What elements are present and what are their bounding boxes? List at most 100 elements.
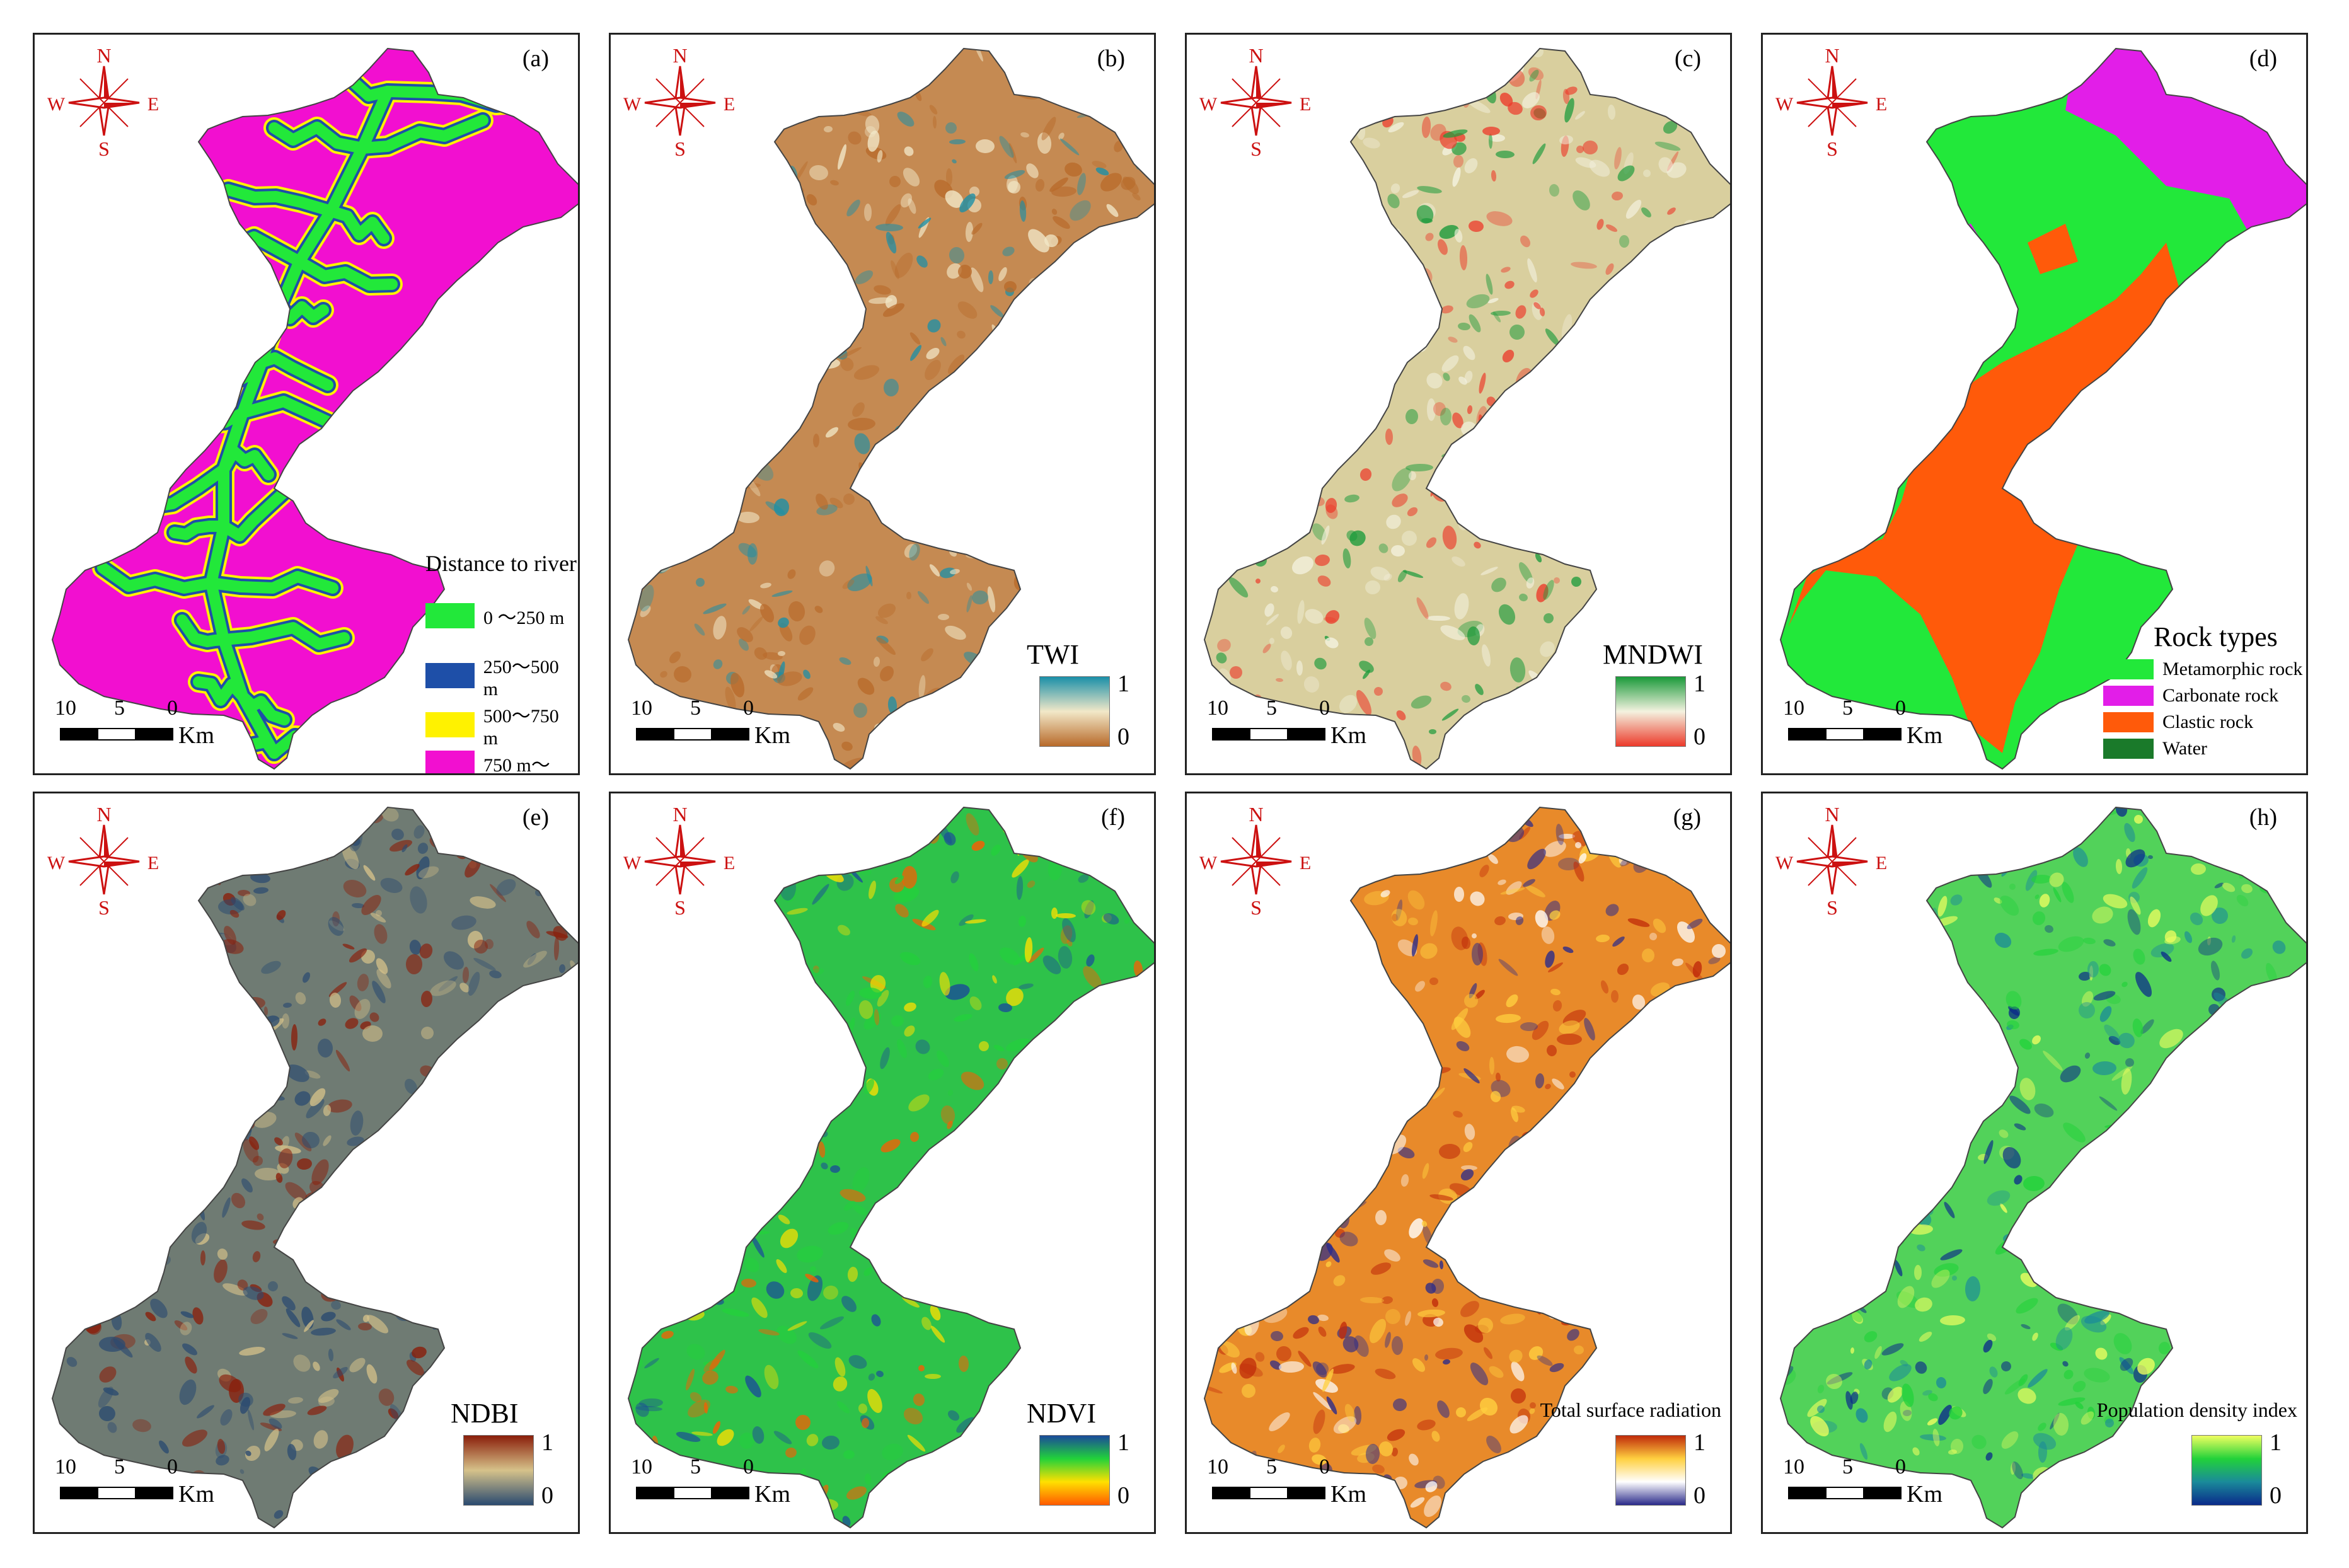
color-ramp-b	[1039, 676, 1110, 747]
scale-line	[1788, 728, 1902, 741]
scale-tick-10: 10	[631, 1455, 652, 1479]
ramp-max-label: 1	[1694, 671, 1705, 697]
panel-label-h: (h)	[2249, 804, 2277, 831]
compass-s: S	[1250, 137, 1262, 159]
legend-title-d: Rock types	[2154, 621, 2278, 652]
legend-item-label: Clastic rock	[2162, 712, 2254, 732]
compass-w: W	[1199, 94, 1218, 115]
ramp-max-label: 1	[1117, 1429, 1129, 1456]
legend-item: 500～750 m	[425, 700, 578, 749]
compass-s: S	[1827, 137, 1838, 159]
compass-e: E	[724, 853, 735, 873]
north-arrow-icon: N S W E	[47, 803, 159, 918]
compass-e: E	[1876, 94, 1887, 115]
north-arrow-icon: N S W E	[1199, 44, 1311, 159]
color-ramp-c	[1615, 676, 1686, 747]
legend-swatch	[2103, 686, 2154, 706]
scale-tick-5: 5	[1266, 696, 1277, 720]
legend-title-c: MNDWI	[1603, 639, 1703, 670]
study-area-map-e	[51, 806, 578, 1529]
scale-ticks: 10 5 0	[55, 1455, 224, 1480]
scale-bar: 10 5 0 Km	[631, 1455, 831, 1512]
scale-tick-0: 0	[743, 1455, 754, 1479]
legend-item: Metamorphic rock	[2103, 659, 2302, 680]
legend-item-label: Water	[2162, 738, 2207, 759]
compass-n: N	[1249, 44, 1263, 67]
legend-swatch	[2103, 712, 2154, 732]
north-arrow-icon: N S W E	[47, 44, 159, 159]
ramp-min-label: 0	[2270, 1482, 2282, 1509]
scale-tick-10: 10	[1207, 696, 1228, 720]
scale-tick-10: 10	[631, 696, 652, 720]
scale-line	[60, 728, 173, 741]
scale-tick-0: 0	[1319, 1455, 1330, 1479]
legend-title-g: Total surface radiation	[1540, 1398, 1721, 1421]
scale-bar: 10 5 0 Km	[55, 696, 255, 753]
ramp-min-label: 0	[541, 1482, 553, 1509]
scale-bar: 10 5 0 Km	[1783, 696, 1983, 753]
scale-tick-5: 5	[690, 1455, 701, 1479]
scale-ticks: 10 5 0	[1783, 1455, 1952, 1480]
scale-ticks: 10 5 0	[55, 696, 224, 722]
north-arrow-icon: N S W E	[1775, 803, 1887, 918]
scale-tick-0: 0	[1319, 696, 1330, 720]
scale-ticks: 10 5 0	[1207, 696, 1376, 722]
scale-ticks: 10 5 0	[1207, 1455, 1376, 1480]
map-panel-b: (b) N S W E 10 5 0 Km TWI 1 0	[609, 33, 1156, 775]
scale-unit: Km	[1907, 722, 1942, 749]
scale-unit: Km	[754, 722, 790, 749]
compass-w: W	[47, 853, 66, 873]
legend-item-label: Carbonate rock	[2162, 685, 2279, 706]
map-panel-g: (g) N S W E 10 5 0 Km Total surface radia…	[1185, 792, 1732, 1534]
ramp-min-label: 0	[1117, 1482, 1129, 1509]
scale-ticks: 10 5 0	[631, 696, 800, 722]
scale-bar: 10 5 0 Km	[1783, 1455, 1983, 1512]
scale-unit: Km	[178, 1481, 214, 1507]
scale-tick-0: 0	[1895, 696, 1906, 720]
legend-item-label: Metamorphic rock	[2162, 659, 2303, 679]
map-panel-d: (d) N S W E 10 5 0 Km Rock types Metamorph…	[1761, 33, 2308, 775]
legend-item: Carbonate rock	[2103, 685, 2278, 706]
legend-item-label: 500～750 m	[483, 706, 559, 749]
legend-item: 750 m～	[425, 749, 550, 775]
compass-n: N	[1825, 803, 1839, 826]
legend-title-b: TWI	[1027, 639, 1080, 670]
scale-ticks: 10 5 0	[631, 1455, 800, 1480]
ramp-max-label: 1	[2270, 1429, 2282, 1456]
scale-unit: Km	[1330, 1481, 1366, 1507]
compass-s: S	[98, 896, 110, 918]
ramp-max-label: 1	[1694, 1429, 1705, 1456]
north-arrow-icon: N S W E	[623, 803, 735, 918]
panel-label-g: (g)	[1673, 804, 1701, 831]
scale-tick-10: 10	[1783, 1455, 1804, 1479]
legend-title-e: NDBI	[451, 1398, 519, 1429]
legend-item: 250～500 m	[425, 651, 578, 700]
scale-line	[1212, 1487, 1325, 1499]
legend-title-h: Population density index	[2096, 1398, 2297, 1421]
panel-label-d: (d)	[2249, 45, 2277, 72]
study-area-map-a	[51, 47, 578, 770]
scale-tick-5: 5	[114, 1455, 125, 1479]
scale-tick-5: 5	[1842, 696, 1853, 720]
legend-swatch	[425, 751, 475, 773]
map-panel-e: (e) N S W E 10 5 0 Km NDBI 1 0	[33, 792, 580, 1534]
color-ramp-e	[463, 1435, 534, 1506]
scale-line	[60, 1487, 173, 1499]
legend-item-label: 750 m～	[483, 755, 550, 775]
compass-e: E	[1876, 853, 1887, 873]
color-ramp-h	[2191, 1435, 2262, 1506]
scale-tick-0: 0	[167, 1455, 178, 1479]
compass-n: N	[96, 44, 111, 67]
compass-n: N	[672, 44, 687, 67]
legend-item-label: 250～500 m	[483, 657, 559, 700]
scale-bar: 10 5 0 Km	[1207, 696, 1407, 753]
legend-title-f: NDVI	[1027, 1398, 1096, 1429]
color-ramp-g	[1615, 1435, 1686, 1506]
compass-w: W	[1775, 94, 1794, 115]
scale-line	[1212, 728, 1325, 741]
compass-e: E	[724, 94, 735, 115]
ramp-min-label: 0	[1694, 723, 1705, 750]
north-arrow-icon: N S W E	[1775, 44, 1887, 159]
scale-unit: Km	[754, 1481, 790, 1507]
scale-bar: 10 5 0 Km	[631, 696, 831, 753]
